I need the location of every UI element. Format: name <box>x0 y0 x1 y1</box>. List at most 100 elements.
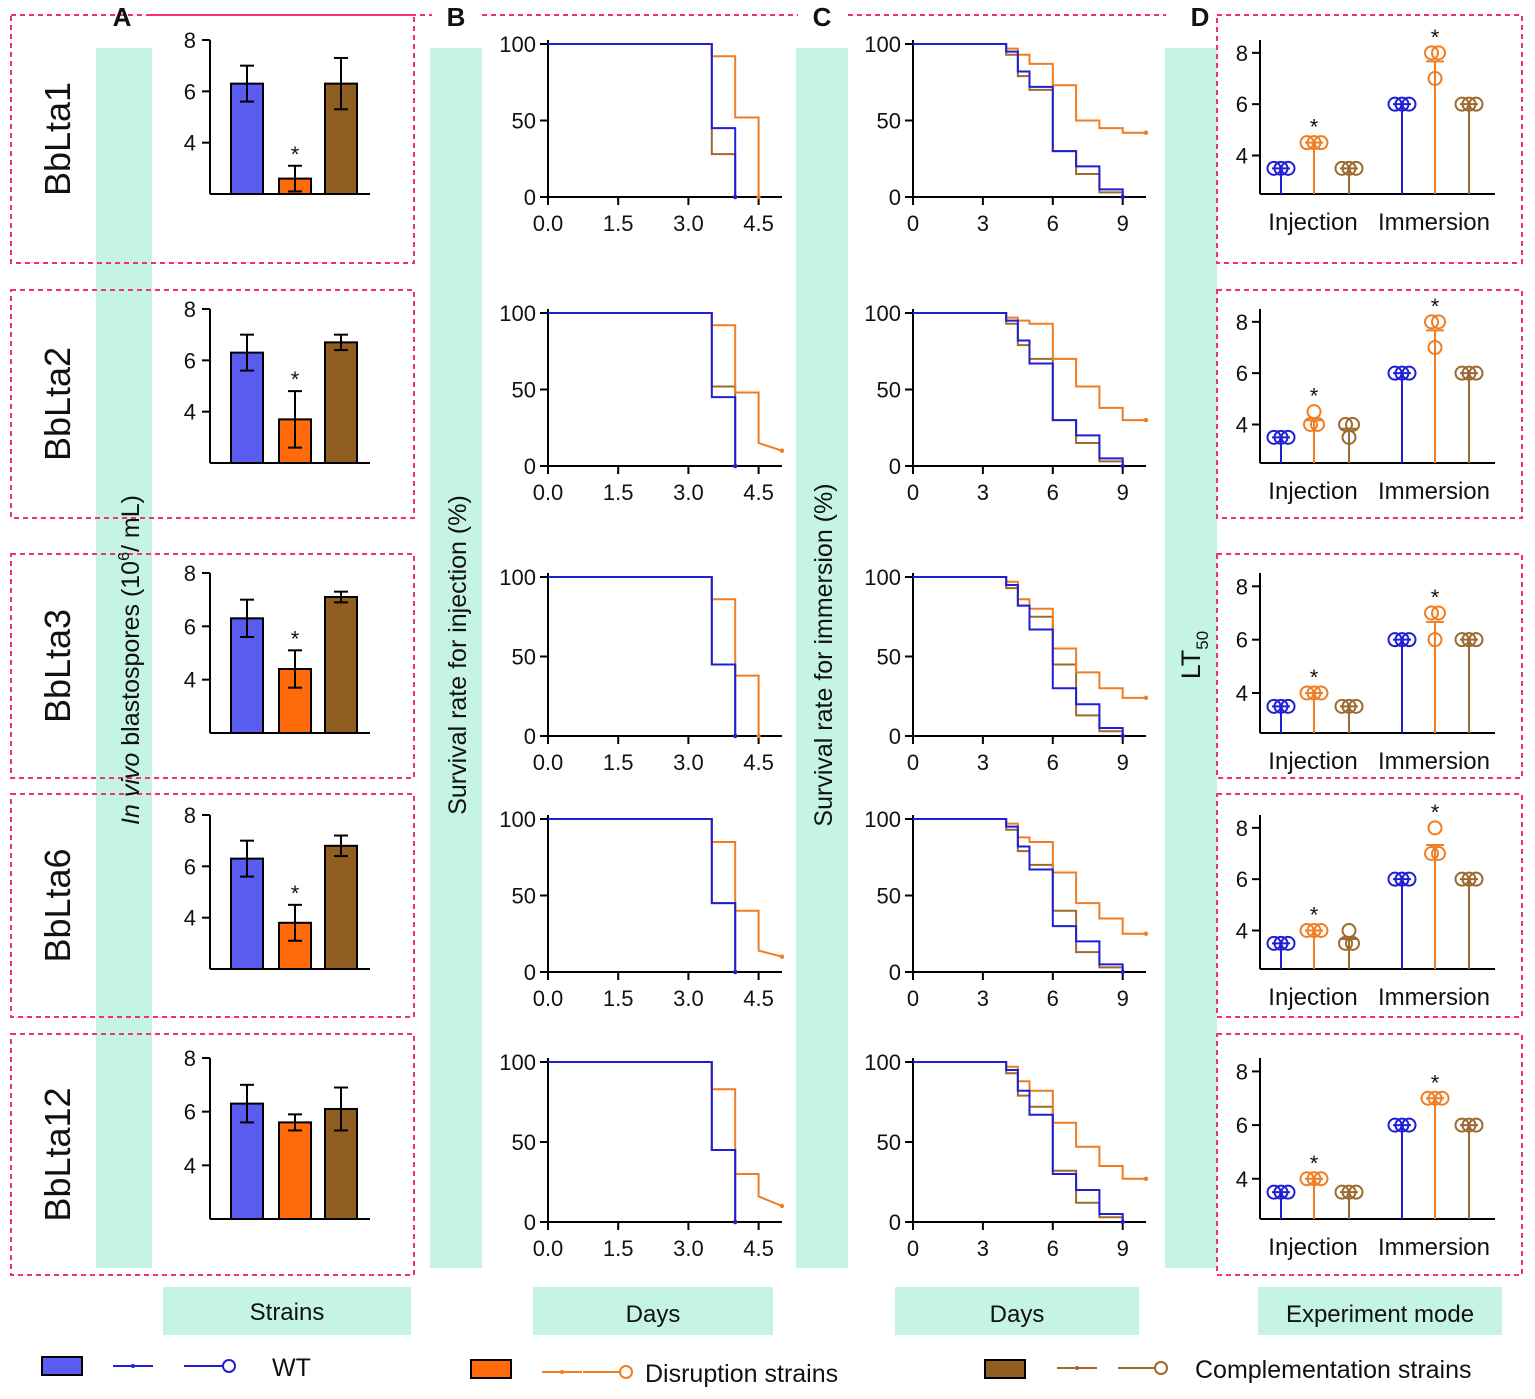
a-y-tick-label: 8 <box>184 1046 196 1071</box>
c-x-tick-label: 9 <box>1117 750 1129 775</box>
xlabel-band-c <box>895 1287 1139 1335</box>
legend-disruption-swatch <box>470 1359 512 1379</box>
c-censor-dot <box>1143 130 1149 135</box>
c-y-tick-label: 50 <box>877 378 901 403</box>
c-survival-line <box>913 1061 1124 1222</box>
d-data-point <box>1341 698 1357 714</box>
b-y-tick-label: 100 <box>499 565 536 590</box>
d-data-point <box>1273 160 1289 176</box>
c-y-tick-label: 100 <box>864 32 901 57</box>
d-data-point <box>1431 314 1446 330</box>
a-y-tick-label: 6 <box>184 614 196 639</box>
d-data-point <box>1431 605 1446 621</box>
c-y-tick-label: 100 <box>864 807 901 832</box>
b-censor-dot <box>779 448 785 453</box>
c-x-tick-label: 3 <box>977 1236 989 1261</box>
c-x-tick-label: 3 <box>977 986 989 1011</box>
row-label: BbLta3 <box>37 609 78 723</box>
a-y-tick-label: 8 <box>184 297 196 322</box>
d-data-point <box>1468 632 1484 648</box>
c-survival-line <box>913 576 1146 699</box>
d-data-point <box>1427 340 1443 355</box>
c-y-tick-label: 0 <box>889 454 901 479</box>
a-y-tick-label: 4 <box>184 668 196 693</box>
c-x-tick-label: 0 <box>907 750 919 775</box>
d-y-tick-label: 6 <box>1236 92 1248 117</box>
d-data-point <box>1310 417 1325 432</box>
panel-letter-d: D <box>1191 2 1210 32</box>
c-x-tick-label: 0 <box>907 211 919 236</box>
d-data-point <box>1313 923 1329 938</box>
y-axis-title-c: Survival rate for immersion (%) <box>810 483 838 826</box>
d-y-tick-label: 4 <box>1236 681 1248 706</box>
d-data-point <box>1273 698 1289 714</box>
b-y-tick-label: 100 <box>499 301 536 326</box>
a-sig-marker: * <box>291 367 300 392</box>
d-data-point <box>1468 871 1484 887</box>
b-survival-line <box>548 312 783 452</box>
d-category-label: Immersion <box>1378 984 1490 1011</box>
b-x-tick-label: 4.5 <box>743 750 774 775</box>
b-x-tick-label: 0.0 <box>533 1236 564 1261</box>
d-data-point <box>1427 71 1443 86</box>
d-sig-marker: * <box>1310 384 1319 409</box>
row-label: BbLta12 <box>37 1087 78 1221</box>
b-x-tick-label: 3.0 <box>673 211 704 236</box>
d-data-point <box>1313 685 1329 701</box>
d-data-point <box>1306 923 1322 938</box>
b-censor-dot <box>756 194 761 200</box>
dashed-frame <box>1216 793 1523 1018</box>
legend-wt-circle <box>222 1359 236 1373</box>
b-x-tick-label: 4.5 <box>743 480 774 505</box>
c-y-tick-label: 0 <box>889 185 901 210</box>
c-x-tick-label: 6 <box>1047 986 1059 1011</box>
a-y-tick-label: 4 <box>184 906 196 931</box>
b-y-tick-label: 100 <box>499 32 536 57</box>
d-data-point <box>1280 698 1296 714</box>
a-y-tick-label: 4 <box>184 131 196 156</box>
a-y-tick-label: 6 <box>184 854 196 879</box>
d-data-point <box>1431 45 1446 61</box>
d-sig-marker: * <box>1431 294 1440 319</box>
band-b <box>430 48 482 1268</box>
c-y-tick-label: 100 <box>864 301 901 326</box>
b-survival-line <box>548 312 737 466</box>
d-data-point <box>1313 1171 1329 1187</box>
d-data-point <box>1468 96 1484 112</box>
d-y-tick-label: 8 <box>1236 41 1248 66</box>
c-y-tick-label: 100 <box>864 565 901 590</box>
d-data-point <box>1306 685 1322 701</box>
d-data-point <box>1424 45 1439 61</box>
b-x-tick-label: 1.5 <box>603 480 634 505</box>
legend-wt-label: WT <box>272 1354 311 1382</box>
d-y-tick-label: 8 <box>1236 310 1248 335</box>
d-sig-marker: * <box>1431 585 1440 610</box>
d-data-point <box>1280 1184 1296 1200</box>
row-label: BbLta2 <box>37 347 78 461</box>
d-sig-marker: * <box>1431 1070 1440 1095</box>
b-y-tick-label: 0 <box>524 1210 536 1235</box>
dashed-frame <box>10 1033 415 1276</box>
c-censor-dot <box>1143 695 1149 701</box>
b-survival-line <box>548 1061 737 1222</box>
d-y-tick-label: 4 <box>1236 1167 1248 1192</box>
d-sig-marker: * <box>1431 800 1440 825</box>
a-sig-marker: * <box>291 626 300 651</box>
b-survival-line <box>548 818 783 958</box>
b-y-tick-label: 0 <box>524 724 536 749</box>
b-survival-line <box>548 1061 783 1207</box>
c-x-tick-label: 3 <box>977 750 989 775</box>
c-censor-dot <box>1120 733 1125 739</box>
legend-complementation-swatch <box>984 1359 1026 1379</box>
b-censor-dot <box>733 733 738 739</box>
a-y-tick-label: 6 <box>184 1100 196 1125</box>
a-sig-marker: * <box>291 881 300 906</box>
d-data-point <box>1424 314 1439 330</box>
d-data-point <box>1394 1117 1410 1133</box>
band-c <box>796 48 848 1268</box>
d-y-tick-label: 8 <box>1236 1059 1248 1084</box>
b-x-tick-label: 1.5 <box>603 750 634 775</box>
d-sig-marker: * <box>1310 903 1319 928</box>
d-data-point <box>1341 1184 1357 1200</box>
d-data-point <box>1427 632 1443 648</box>
